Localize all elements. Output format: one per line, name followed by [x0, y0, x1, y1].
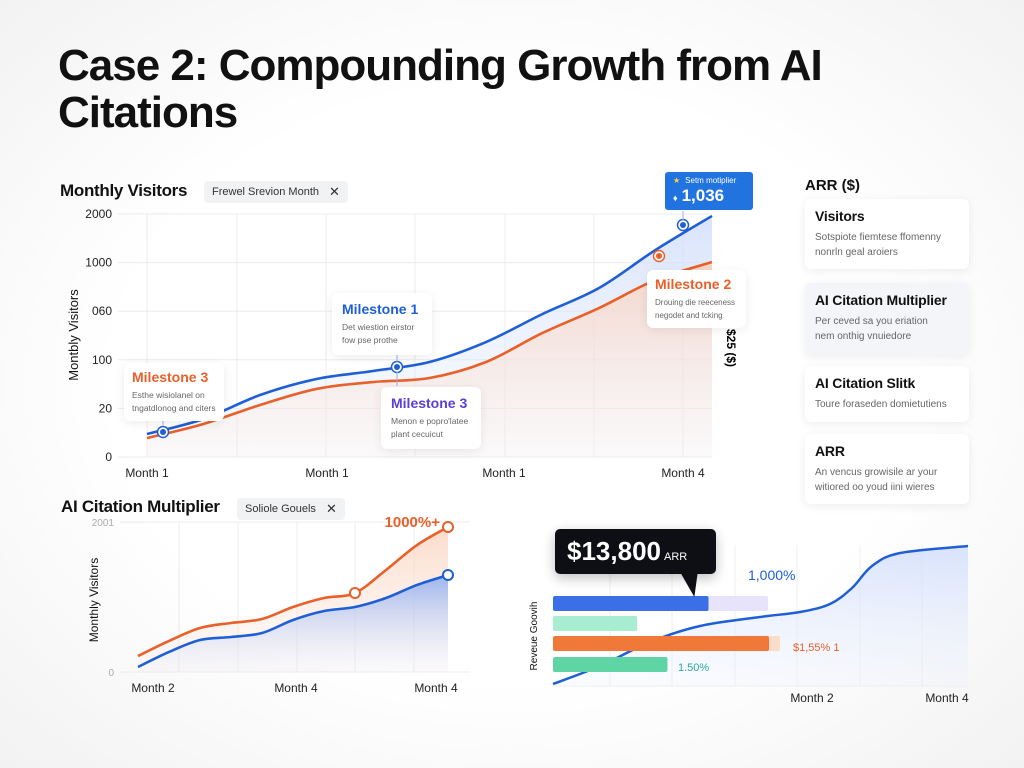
- y-tick-label: 100: [92, 353, 112, 367]
- data-point-dot: [680, 222, 686, 228]
- y-tick-label: 1000: [85, 256, 112, 270]
- bar: [553, 616, 638, 631]
- x-tick-label: Month 1: [125, 466, 169, 480]
- series-line: [137, 573, 449, 669]
- data-point-marker: [442, 569, 454, 581]
- right-axis-label: $25 ($): [724, 329, 738, 367]
- annotation-milestone-3: Milestone 3 Esthe wisiolanel on tngatdlono…: [124, 363, 224, 421]
- bar: [553, 636, 769, 651]
- close-icon[interactable]: ✕: [329, 184, 340, 199]
- card-title: AI Citation Multiplier: [815, 292, 947, 308]
- card-title: Visitors: [815, 208, 865, 224]
- annotation-desc: Drouing die reeceness negodet and tcking: [655, 298, 736, 320]
- arr-unit: ARR: [663, 551, 688, 563]
- multiplier-callout: ★ Setm motiplier ♦ 1,036: [665, 172, 753, 210]
- y-axis-label: Montbly Visitors: [66, 289, 81, 381]
- series-area: [138, 574, 448, 672]
- annotation-milestone-1: Milestone 1 Det wiestion eirstor fow pse p…: [332, 293, 432, 355]
- y-tick-label: 0: [108, 668, 114, 679]
- x-tick-label: Month 4: [661, 466, 705, 480]
- data-point-dot: [656, 253, 662, 259]
- series-line: [137, 525, 449, 658]
- y-tick-label: 2001: [92, 518, 115, 529]
- arr-callout: $13,800 ARR: [555, 529, 716, 597]
- x-tick-label: Month 1: [482, 466, 526, 480]
- ai-citation-multiplier-title: AI Citation Multiplier: [61, 497, 220, 516]
- card-title: AI Citation Slitk: [815, 375, 916, 391]
- annotation-title: Milestone 2: [655, 276, 732, 292]
- callout-label: Setm motiplier: [685, 176, 737, 185]
- series-area: [147, 261, 712, 457]
- x-tick-label: Month 4: [925, 691, 969, 705]
- card-desc: Toure foraseden domietutiens: [815, 399, 947, 410]
- y-tick-label: 060: [92, 304, 112, 318]
- y-tick-label: 0: [105, 450, 112, 464]
- filter-chip-label: Soliole Gouels: [245, 503, 316, 515]
- data-point-marker: [442, 521, 454, 533]
- y-axis-label: Monthly Visitors: [87, 558, 101, 642]
- card-title: ARR: [815, 443, 845, 459]
- bar: [553, 657, 668, 672]
- card-desc: An vencus growisile ar your witiored oo y…: [815, 467, 938, 493]
- bar-label: $1,55% 1: [793, 642, 839, 654]
- close-icon[interactable]: ✕: [325, 501, 337, 516]
- bar-label: 1,000%: [748, 567, 795, 583]
- x-tick-label: Month 4: [274, 681, 318, 695]
- filter-chip[interactable]: Frewel Srevion Month ✕: [204, 181, 348, 203]
- y-tick-label: 20: [99, 401, 113, 415]
- filter-chip-label: Frewel Srevion Month: [212, 186, 319, 198]
- annotation-desc: Esthe wisiolanel on tngatdlonog and citer…: [132, 390, 216, 413]
- annotation-title: Milestone 3: [132, 369, 209, 385]
- annotation-title: Milestone 3: [391, 395, 468, 411]
- annotation-desc: Menon e popro'latee plant cecuicut: [391, 416, 469, 439]
- y-axis-label: Reveue Goovih: [529, 602, 540, 671]
- data-point-marker: [349, 587, 361, 599]
- card-ai-citation-slitk[interactable]: AI Citation Slitk Toure foraseden domietu…: [805, 366, 969, 422]
- card-desc: Sotspiote fiemtese ffomenny nonrln geal a…: [815, 232, 941, 258]
- annotation-milestone-3b: Milestone 3 Menon e popro'latee plant cecu…: [381, 387, 481, 449]
- callout-value: 1,036: [681, 186, 725, 205]
- card-ai-citation-multiplier[interactable]: AI Citation Multiplier Per ceved sa you e…: [805, 283, 969, 355]
- page-title: Case 2: Compounding Growth from AI Citat…: [58, 41, 823, 137]
- y-tick-label: 2000: [85, 207, 112, 221]
- card-desc: Per ceved sa you eriation nem onthig vnui…: [815, 316, 928, 342]
- arr-value: $13,800: [567, 536, 661, 566]
- x-tick-label: Month 2: [790, 691, 834, 705]
- card-visitors[interactable]: Visitors Sotspiote fiemtese ffomenny nonrl…: [805, 199, 969, 269]
- growth-annotation: 1000%+: [385, 514, 441, 531]
- x-tick-label: Month 1: [305, 466, 349, 480]
- x-tick-label: Month 4: [414, 681, 458, 695]
- pin-icon: ♦: [673, 193, 678, 203]
- annotation-title: Milestone 1: [342, 301, 419, 317]
- card-arr[interactable]: ARR An vencus growisile ar your witiored o…: [805, 434, 969, 504]
- bar: [553, 596, 709, 611]
- star-icon: ★: [673, 176, 681, 185]
- annotation-milestone-2: Milestone 2 Drouing die reeceness negodet …: [647, 270, 746, 328]
- filter-chip-2[interactable]: Soliole Gouels ✕: [237, 498, 345, 520]
- bar-label: 1.50%: [678, 662, 709, 674]
- data-point-dot: [394, 364, 400, 370]
- x-tick-label: Month 2: [131, 681, 175, 695]
- sidebar-heading: ARR ($): [805, 177, 860, 194]
- series-line: [146, 214, 713, 436]
- annotation-desc: Det wiestion eirstor fow pse prothe: [342, 322, 415, 345]
- monthly-visitors-title: Monthly Visitors: [60, 181, 188, 200]
- series-line: [146, 260, 713, 440]
- data-point-dot: [160, 429, 166, 435]
